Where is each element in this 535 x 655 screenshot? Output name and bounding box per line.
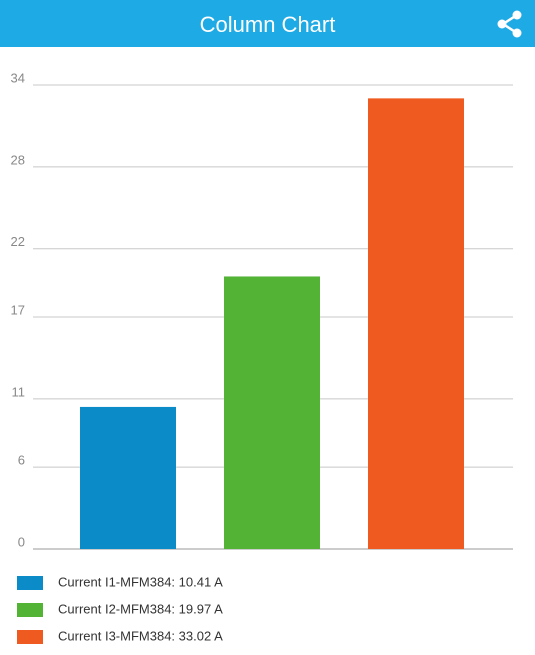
legend-label: Current I1-MFM384: 10.41 A bbox=[58, 574, 223, 589]
y-tick-label: 17 bbox=[11, 302, 25, 317]
bar bbox=[224, 276, 320, 549]
share-button[interactable] bbox=[495, 9, 525, 39]
chart: 0 6 11 17 22 28 34 Current I1-MFM384: 10.41 A Cu… bbox=[11, 70, 513, 644]
bar bbox=[368, 98, 464, 549]
app-title: Column Chart bbox=[199, 12, 336, 37]
y-tick-label: 6 bbox=[18, 453, 25, 468]
bar bbox=[80, 406, 176, 549]
y-tick-label: 34 bbox=[11, 70, 25, 85]
legend-swatch bbox=[17, 630, 43, 644]
app-bar: Column Chart bbox=[0, 0, 535, 47]
legend-swatch bbox=[17, 576, 43, 590]
y-tick-label: 22 bbox=[11, 234, 25, 249]
y-tick-label: 28 bbox=[11, 152, 25, 167]
y-tick-label: 11 bbox=[12, 384, 26, 399]
y-tick-label: 0 bbox=[18, 534, 25, 549]
legend-label: Current I2-MFM384: 19.97 A bbox=[58, 601, 223, 616]
legend-label: Current I3-MFM384: 33.02 A bbox=[58, 628, 223, 643]
legend-swatch bbox=[17, 603, 43, 617]
